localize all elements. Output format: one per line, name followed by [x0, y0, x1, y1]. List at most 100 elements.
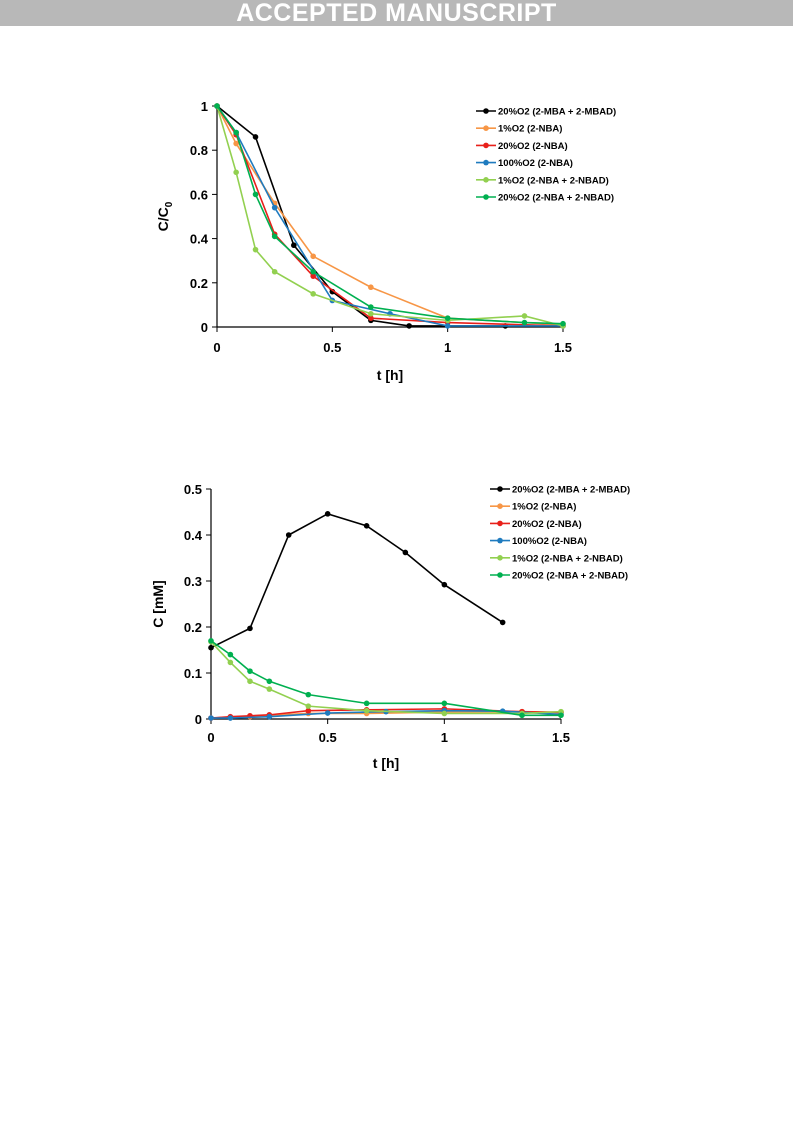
y-tick-label: 0.1 [184, 666, 202, 681]
legend-entry-label: 20%O2 (2-NBA) [498, 141, 568, 152]
data-point [363, 700, 370, 707]
y-axis-label: C/C0 [155, 201, 175, 231]
chart-concentration-mm: 0 0.1 0.2 0.3 0.4 0.5 0 0.5 1 1.5 t [h] C [mM] 20%O2… [150, 482, 630, 771]
manuscript-banner: ACCEPTED MANUSCRIPT [0, 0, 793, 27]
legend-swatch-marker [497, 503, 503, 510]
series-line [210, 640, 561, 717]
data-point [266, 686, 273, 692]
data-point [227, 651, 234, 658]
data-point [324, 710, 331, 716]
series-line [210, 512, 504, 649]
x-tick-label: 1 [441, 730, 448, 745]
data-point [247, 668, 253, 674]
legend-swatch-marker [497, 572, 503, 578]
data-point [521, 313, 528, 319]
y-tick-label: 0.8 [190, 143, 208, 158]
data-point [305, 707, 312, 714]
legend-swatch-marker [483, 177, 489, 183]
data-point [271, 204, 278, 211]
legend-entry-label: 20%O2 (2-NBA + 2-NBAD) [512, 571, 628, 582]
data-point [227, 715, 234, 721]
data-point [252, 134, 259, 140]
x-tick-label: 0.5 [319, 730, 337, 745]
legend-swatch-marker [497, 555, 503, 561]
legend-swatch-marker [497, 537, 503, 544]
y-tick-label: 0 [201, 320, 208, 335]
data-point [363, 707, 370, 714]
data-point [310, 291, 316, 297]
data-point [499, 619, 506, 626]
legend-entry-label: 20%O2 (2-MBA + 2-MBAD) [512, 485, 630, 496]
y-tick-label: 0.5 [184, 482, 202, 497]
data-point [402, 549, 409, 556]
y-axis-label-main: C/C [155, 207, 171, 231]
data-point [208, 715, 214, 721]
legend-entry-label: 1%O2 (2-NBA) [512, 502, 576, 513]
data-point [368, 315, 374, 321]
legend-entry-label: 100%O2 (2-NBA) [498, 158, 573, 169]
data-point [247, 625, 253, 632]
x-tick-label: 1.5 [552, 730, 570, 745]
data-point [368, 310, 374, 317]
data-point [363, 523, 370, 529]
data-point [519, 712, 525, 719]
data-point [214, 103, 220, 109]
data-point [310, 268, 316, 275]
data-point [441, 700, 448, 707]
y-axis-label-main: C [mM] [150, 580, 166, 627]
data-point [521, 319, 528, 326]
legend-swatch-marker [483, 142, 489, 149]
x-axis-label: t [h] [377, 367, 403, 383]
data-point [305, 703, 312, 709]
data-point [368, 304, 374, 310]
data-point [233, 140, 239, 147]
legend-swatch-marker [483, 108, 489, 114]
data-point [310, 253, 316, 260]
x-tick-label: 0.5 [323, 340, 341, 355]
data-point [271, 233, 278, 240]
data-point [291, 242, 297, 249]
x-axis-label: t [h] [373, 755, 399, 771]
data-point [310, 273, 316, 279]
legend-swatch-marker [483, 159, 489, 166]
y-axis-label-subscript: 0 [164, 201, 175, 207]
data-point [444, 323, 451, 329]
y-tick-label: 0.4 [184, 528, 203, 543]
data-point [441, 581, 448, 588]
legend-entry-label: 1%O2 (2-NBA + 2-NBAD) [512, 553, 623, 564]
data-point [558, 712, 564, 719]
data-point [368, 284, 374, 291]
legend-entry-label: 1%O2 (2-NBA) [498, 124, 562, 135]
data-point [266, 713, 273, 720]
data-point [227, 659, 234, 666]
data-point [247, 678, 253, 685]
y-tick-label: 0.2 [190, 276, 208, 291]
x-tick-label: 0 [213, 340, 220, 355]
data-point [324, 511, 331, 517]
y-axis-label: C [mM] [150, 580, 166, 627]
data-point [444, 315, 451, 321]
legend-entry-label: 20%O2 (2-NBA) [512, 519, 582, 530]
y-tick-label: 0.4 [190, 232, 209, 247]
x-tick-label: 1 [444, 340, 451, 355]
legend-swatch-marker [497, 486, 503, 492]
y-tick-label: 0.6 [190, 187, 208, 202]
data-point [252, 191, 259, 198]
data-point [233, 129, 239, 136]
legend-swatch-marker [483, 125, 489, 131]
legend-entry-label: 1%O2 (2-NBA + 2-NBAD) [498, 175, 609, 186]
legend-swatch-marker [497, 520, 503, 527]
legend-entry-label: 20%O2 (2-MBA + 2-MBAD) [498, 107, 616, 118]
data-point [441, 710, 448, 717]
data-point [285, 532, 292, 538]
data-point [208, 638, 214, 644]
data-point [233, 169, 239, 176]
data-point [560, 320, 566, 327]
data-point [406, 323, 412, 329]
y-tick-label: 0.3 [184, 574, 202, 589]
legend-swatch-marker [483, 194, 489, 200]
y-tick-label: 0 [195, 712, 202, 727]
data-point [271, 268, 278, 275]
legend-entry-label: 100%O2 (2-NBA) [512, 536, 587, 547]
